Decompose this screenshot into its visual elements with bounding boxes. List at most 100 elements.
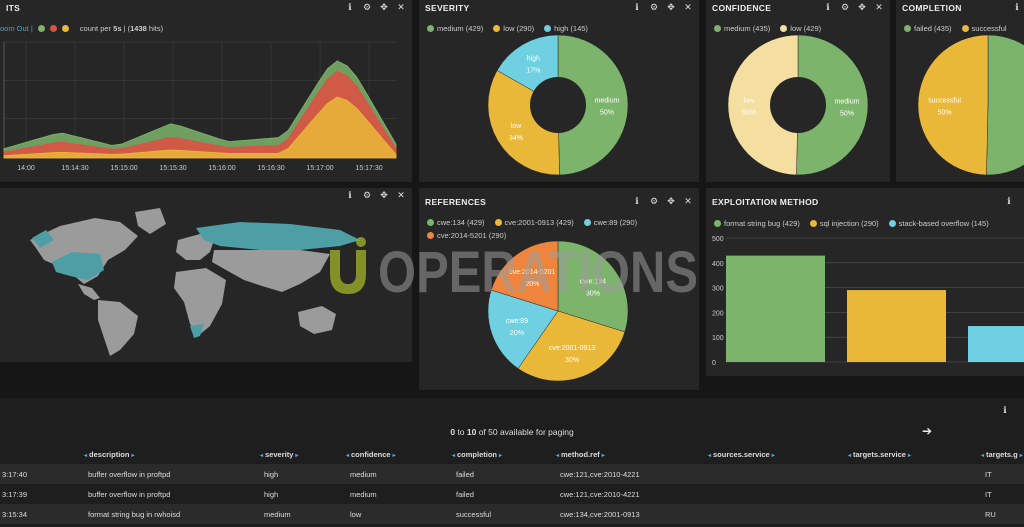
sort-right-icon[interactable]: ▸ bbox=[295, 453, 299, 459]
pie-slice[interactable] bbox=[557, 34, 629, 176]
pie-slice[interactable] bbox=[796, 34, 869, 176]
sort-left-icon[interactable]: ◂ bbox=[452, 453, 456, 459]
world-map[interactable] bbox=[0, 188, 412, 362]
column-header[interactable]: ◂ severity ▸ bbox=[258, 450, 300, 459]
hits-series-area[interactable] bbox=[3, 96, 397, 159]
close-icon[interactable]: ✕ bbox=[397, 190, 405, 200]
gear-icon[interactable]: ⚙ bbox=[362, 2, 372, 12]
legend-item[interactable]: sql injection (290) bbox=[809, 219, 879, 228]
sort-left-icon[interactable]: ◂ bbox=[556, 453, 560, 459]
table-row[interactable]: 3:17:39 buffer overflow in proftpd high med… bbox=[0, 484, 1024, 504]
bar[interactable] bbox=[968, 326, 1024, 362]
legend-item[interactable]: stack-based overflow (145) bbox=[888, 219, 989, 228]
legend-item[interactable]: low (429) bbox=[780, 24, 821, 33]
column-header[interactable]: ◂ description ▸ bbox=[82, 450, 136, 459]
column-header[interactable]: ◂ targets.service ▸ bbox=[846, 450, 913, 459]
pie-slice[interactable] bbox=[986, 34, 1024, 176]
gear-icon[interactable]: ⚙ bbox=[362, 190, 372, 200]
legend-item[interactable]: cve:2014-5201 (290) bbox=[427, 231, 506, 240]
panel-toolbar: ℹ ⚙ ✥ ✕ bbox=[632, 2, 693, 12]
next-page-arrow-icon[interactable]: ➔ bbox=[922, 424, 933, 438]
series-dot-red[interactable] bbox=[49, 25, 57, 32]
sort-left-icon[interactable]: ◂ bbox=[346, 453, 350, 459]
column-header[interactable]: ◂ sources.service ▸ bbox=[706, 450, 777, 459]
info-icon[interactable]: ℹ bbox=[826, 2, 830, 12]
legend-item[interactable]: medium (435) bbox=[714, 24, 770, 33]
legend-item[interactable]: format string bug (429) bbox=[714, 219, 800, 228]
pie-slice[interactable] bbox=[487, 289, 559, 369]
column-header[interactable]: ◂ targets.g ▸ bbox=[979, 450, 1024, 459]
column-header[interactable]: ◂ method.ref ▸ bbox=[554, 450, 607, 459]
info-icon[interactable]: ℹ bbox=[1015, 2, 1019, 12]
hits-area-chart[interactable]: 14:00 15:14:30 15:15:00 15:15:30 15:16:00 15:… bbox=[0, 34, 412, 182]
sort-right-icon[interactable]: ▸ bbox=[907, 453, 911, 459]
legend-item[interactable]: cwe:89 (290) bbox=[583, 218, 637, 227]
legend-label: format string bug (429) bbox=[724, 219, 800, 228]
sort-right-icon[interactable]: ▸ bbox=[771, 453, 775, 459]
gear-icon[interactable]: ⚙ bbox=[649, 196, 659, 206]
move-icon[interactable]: ✥ bbox=[380, 2, 388, 12]
sort-left-icon[interactable]: ◂ bbox=[708, 453, 712, 459]
table-row[interactable]: 3:15:34 format string bug in rwhoisd mediu… bbox=[0, 504, 1024, 524]
series-dot-green[interactable] bbox=[37, 25, 45, 32]
references-pie-chart[interactable]: cwe:134 30% cve:2001-0913 30% cwe:89 20% cve:2… bbox=[419, 238, 699, 388]
hits-series-area[interactable] bbox=[3, 70, 397, 159]
move-icon[interactable]: ✥ bbox=[667, 196, 675, 206]
legend-item[interactable]: medium (429) bbox=[427, 24, 483, 33]
sort-right-icon[interactable]: ▸ bbox=[1019, 453, 1023, 459]
table-row[interactable]: 3:17:40 buffer overflow in proftpd high med… bbox=[0, 464, 1024, 484]
severity-donut-chart[interactable]: medium 50% low 34% high 17% bbox=[419, 32, 699, 182]
close-icon[interactable]: ✕ bbox=[684, 196, 692, 206]
exploitation-bar-chart[interactable]: 500 400 300 200 100 0 bbox=[706, 232, 1024, 372]
column-header[interactable]: ◂ confidence ▸ bbox=[344, 450, 398, 459]
move-icon[interactable]: ✥ bbox=[858, 2, 866, 12]
info-icon[interactable]: ℹ bbox=[1003, 405, 1007, 415]
legend-dot-icon bbox=[961, 25, 969, 32]
legend-item[interactable]: high (145) bbox=[544, 24, 588, 33]
column-header-label: targets.g bbox=[986, 450, 1018, 459]
confidence-donut-chart[interactable]: medium 50% low 50% bbox=[706, 32, 890, 182]
completion-donut-chart[interactable]: successful 50% bbox=[896, 32, 1024, 182]
legend-item[interactable]: low (290) bbox=[493, 24, 534, 33]
pie-slice[interactable] bbox=[917, 34, 989, 176]
close-icon[interactable]: ✕ bbox=[684, 2, 692, 12]
move-icon[interactable]: ✥ bbox=[667, 2, 675, 12]
pie-slice[interactable] bbox=[727, 34, 799, 176]
sort-left-icon[interactable]: ◂ bbox=[981, 453, 985, 459]
table-cell: RU bbox=[985, 510, 996, 519]
legend-dot-icon bbox=[888, 220, 896, 227]
gear-icon[interactable]: ⚙ bbox=[840, 2, 850, 12]
sort-left-icon[interactable]: ◂ bbox=[84, 453, 88, 459]
legend-item[interactable]: successful bbox=[961, 24, 1007, 33]
info-icon[interactable]: ℹ bbox=[635, 2, 639, 12]
chart-legend: failed (435) successful bbox=[904, 24, 1007, 33]
sort-left-icon[interactable]: ◂ bbox=[848, 453, 852, 459]
move-icon[interactable]: ✥ bbox=[380, 190, 388, 200]
series-dot-yellow[interactable] bbox=[61, 25, 69, 32]
pie-slice[interactable] bbox=[517, 310, 626, 382]
gear-icon[interactable]: ⚙ bbox=[649, 2, 659, 12]
pie-slice[interactable] bbox=[490, 240, 559, 312]
close-icon[interactable]: ✕ bbox=[875, 2, 883, 12]
info-icon[interactable]: ℹ bbox=[348, 2, 352, 12]
info-icon[interactable]: ℹ bbox=[348, 190, 352, 200]
legend-item[interactable]: cve:2001-0913 (429) bbox=[494, 218, 574, 227]
zoom-out-link[interactable]: oom Out | bbox=[0, 24, 33, 33]
legend-dot-icon bbox=[714, 220, 721, 227]
map-south-africa bbox=[190, 324, 204, 338]
bar[interactable] bbox=[726, 255, 825, 362]
bar[interactable] bbox=[847, 290, 946, 362]
legend-item[interactable]: cwe:134 (429) bbox=[427, 218, 485, 227]
pie-slice[interactable] bbox=[557, 240, 629, 333]
sort-left-icon[interactable]: ◂ bbox=[260, 453, 264, 459]
sort-right-icon[interactable]: ▸ bbox=[131, 453, 135, 459]
sort-right-icon[interactable]: ▸ bbox=[601, 453, 605, 459]
slice-percent: 50% bbox=[938, 110, 952, 117]
close-icon[interactable]: ✕ bbox=[397, 2, 405, 12]
info-icon[interactable]: ℹ bbox=[1007, 196, 1011, 206]
sort-right-icon[interactable]: ▸ bbox=[392, 453, 396, 459]
sort-right-icon[interactable]: ▸ bbox=[499, 453, 503, 459]
info-icon[interactable]: ℹ bbox=[635, 196, 639, 206]
legend-item[interactable]: failed (435) bbox=[904, 24, 952, 33]
column-header[interactable]: ◂ completion ▸ bbox=[450, 450, 504, 459]
